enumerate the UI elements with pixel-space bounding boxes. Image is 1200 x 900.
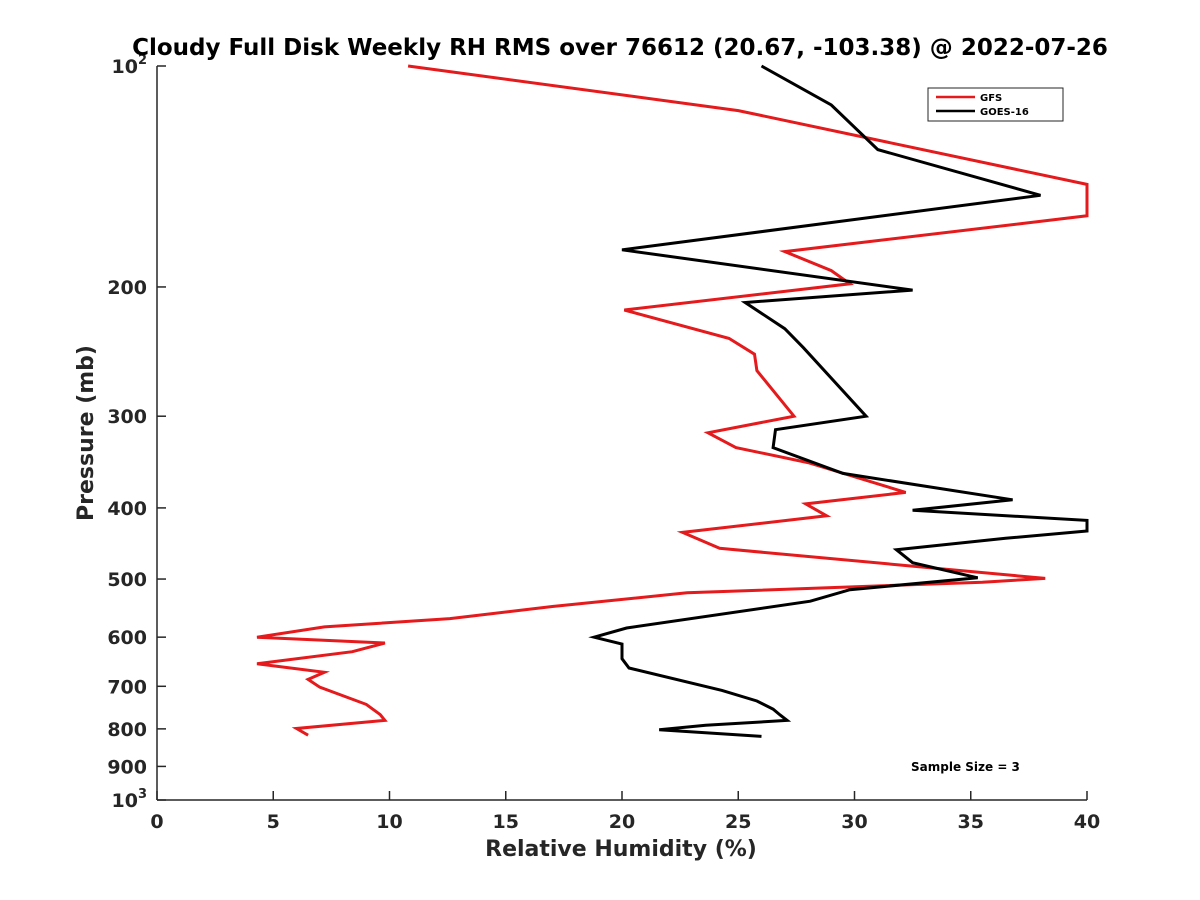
legend-box [927, 87, 1064, 122]
legend-label-goes-16: GOES-16 [980, 107, 1029, 118]
x-tick-label-20: 20 [609, 811, 635, 833]
y-tick-label-700: 700 [107, 676, 147, 698]
y-tick-label-100: 102 [112, 53, 148, 78]
legend: GFS GOES-16 [927, 87, 1064, 122]
x-axis-ticks: 0 5 10 15 20 25 30 35 40 [150, 791, 1100, 833]
y-tick-label-200: 200 [107, 277, 147, 299]
x-tick-label-40: 40 [1074, 811, 1100, 833]
legend-label-gfs: GFS [980, 93, 1002, 104]
series-line-goes-16 [588, 64, 1089, 738]
x-tick-label-35: 35 [958, 811, 984, 833]
sample-size-annotation: Sample Size = 3 [911, 760, 1020, 774]
chart-title: Cloudy Full Disk Weekly RH RMS over 7661… [132, 35, 1108, 61]
series-layer [256, 64, 1089, 738]
y-axis-ticks: 102 200 300 400 500 600 700 800 900 103 [107, 53, 166, 812]
y-axis-label: Pressure (mb) [74, 345, 99, 521]
x-tick-label-0: 0 [150, 811, 163, 833]
y-tick-label-300: 300 [107, 406, 147, 428]
x-axis-label: Relative Humidity (%) [485, 837, 757, 862]
x-tick-label-5: 5 [267, 811, 280, 833]
y-tick-label-600: 600 [107, 627, 147, 649]
x-tick-label-25: 25 [725, 811, 751, 833]
x-tick-label-15: 15 [493, 811, 519, 833]
x-tick-label-10: 10 [376, 811, 402, 833]
y-tick-label-900: 900 [107, 756, 147, 778]
series-line-gfs [256, 64, 1089, 737]
x-tick-label-30: 30 [841, 811, 867, 833]
y-tick-label-1000: 103 [112, 787, 148, 812]
y-tick-label-400: 400 [107, 498, 147, 520]
y-tick-label-500: 500 [107, 569, 147, 591]
y-tick-label-800: 800 [107, 719, 147, 741]
